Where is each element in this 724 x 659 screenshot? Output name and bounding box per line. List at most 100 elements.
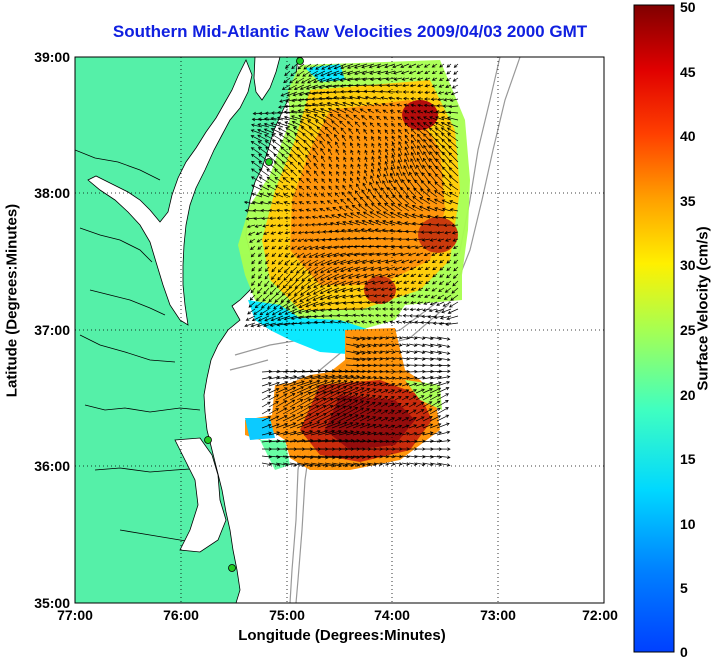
velocity-arrow: [297, 315, 312, 320]
velocity-arrow: [419, 214, 431, 219]
velocity-arrow: [324, 421, 342, 429]
velocity-arrow: [290, 245, 298, 250]
velocity-arrow: [266, 176, 277, 184]
velocity-arrow: [382, 320, 389, 324]
velocity-arrow: [416, 301, 424, 305]
velocity-arrow: [436, 350, 451, 355]
velocity-arrow: [429, 387, 442, 394]
velocity-arrow: [373, 402, 382, 408]
velocity-arrow: [390, 245, 403, 249]
velocity-arrow: [296, 146, 305, 156]
velocity-arrow: [326, 273, 340, 281]
velocity-arrow: [387, 343, 396, 347]
velocity-arrow: [258, 273, 263, 280]
velocity-arrow: [439, 63, 445, 68]
velocity-arrow: [364, 287, 375, 292]
velocity-arrow: [302, 132, 312, 142]
velocity-arrow: [312, 287, 326, 295]
velocity-arrow: [338, 430, 354, 436]
velocity-arrow: [446, 116, 459, 121]
velocity-arrow: [296, 252, 305, 258]
velocity-arrow: [250, 135, 263, 142]
velocity-arrow: [416, 77, 424, 81]
velocity-arrow: [408, 259, 417, 264]
velocity-arrow: [374, 228, 389, 233]
velocity-arrow: [269, 287, 277, 296]
velocity-arrow: [346, 77, 361, 82]
velocity-arrow: [326, 70, 340, 77]
velocity-arrow: [439, 266, 445, 271]
velocity-arrow: [394, 424, 403, 429]
velocity-arrow: [408, 320, 417, 324]
velocity-arrow: [375, 320, 382, 324]
velocity-arrow: [359, 375, 372, 380]
station-marker: [204, 436, 212, 444]
velocity-arrow: [445, 280, 452, 286]
velocity-arrow: [385, 135, 389, 142]
velocity-arrow: [453, 259, 459, 264]
velocity-arrow: [402, 320, 410, 324]
velocity-arrow: [445, 322, 459, 327]
velocity-arrow: [422, 408, 433, 415]
plot-frame: [74, 56, 605, 604]
velocity-arrow: [251, 168, 263, 177]
velocity-arrow: [319, 140, 326, 149]
velocity-arrow: [396, 300, 403, 305]
velocity-arrow: [397, 203, 410, 212]
velocity-arrow: [265, 146, 277, 156]
velocity-arrow: [381, 228, 396, 233]
velocity-arrow: [384, 70, 396, 75]
velocity-arrow: [350, 142, 354, 149]
velocity-arrow: [394, 376, 403, 380]
velocity-arrow: [312, 294, 326, 301]
velocity-arrow: [410, 158, 417, 170]
velocity-arrow: [328, 178, 333, 184]
velocity-arrow: [370, 203, 382, 212]
y-tick-label: 39:00: [34, 49, 70, 65]
velocity-arrow: [384, 154, 389, 163]
velocity-arrow: [254, 301, 263, 309]
velocity-arrow: [308, 126, 319, 135]
velocity-arrow: [340, 266, 354, 273]
velocity-arrow: [257, 134, 270, 142]
velocity-arrow: [416, 70, 424, 75]
velocity-arrow: [328, 313, 340, 318]
velocity-arrow: [352, 422, 365, 429]
velocity-arrow: [320, 107, 333, 114]
velocity-arrow: [353, 245, 368, 249]
velocity-arrow: [394, 83, 403, 88]
velocity-arrow: [314, 70, 326, 77]
velocity-arrow: [400, 259, 410, 264]
velocity-arrow: [351, 204, 361, 212]
velocity-arrow: [257, 245, 263, 250]
velocity-arrow: [281, 153, 291, 163]
velocity-arrow: [259, 192, 270, 198]
velocity-arrow: [271, 308, 284, 316]
velocity-arrow: [410, 116, 417, 121]
velocity-arrow: [422, 343, 434, 348]
velocity-arrow: [355, 273, 368, 279]
velocity-arrow: [408, 402, 417, 408]
velocity-arrow: [401, 376, 410, 380]
velocity-arrow: [417, 139, 424, 149]
velocity-arrow: [249, 294, 256, 301]
velocity-arrow: [352, 462, 366, 467]
velocity-arrow: [436, 430, 451, 436]
velocity-arrow: [244, 322, 256, 328]
velocity-arrow: [289, 380, 305, 387]
velocity-arrow: [362, 211, 375, 219]
velocity-arrow: [382, 220, 396, 226]
velocity-arrow: [433, 315, 445, 320]
velocity-arrow: [366, 382, 377, 387]
velocity-arrow: [290, 177, 298, 184]
velocity-arrow: [275, 462, 289, 467]
velocity-arrow: [282, 393, 296, 401]
velocity-arrow: [417, 280, 424, 284]
velocity-arrow: [343, 177, 347, 184]
velocity-arrow: [353, 252, 368, 257]
velocity-arrow: [251, 315, 263, 322]
velocity-arrow: [422, 415, 433, 422]
velocity-arrow: [415, 369, 426, 374]
velocity-arrow: [361, 63, 375, 69]
velocity-arrow: [346, 198, 354, 205]
